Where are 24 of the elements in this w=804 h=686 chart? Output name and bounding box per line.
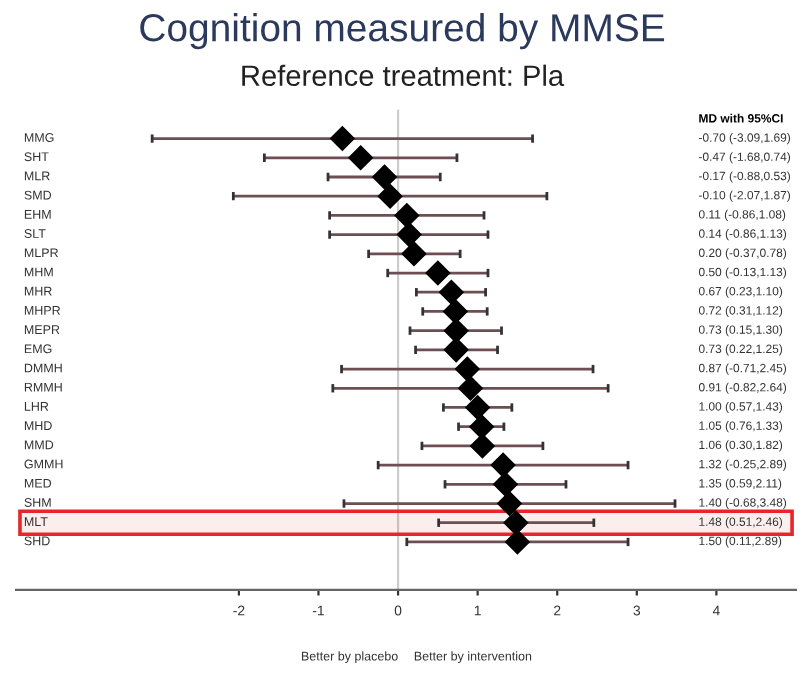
point xyxy=(465,395,490,420)
point xyxy=(505,529,530,555)
point xyxy=(470,433,495,459)
point xyxy=(372,164,397,190)
point xyxy=(443,337,469,363)
point xyxy=(401,241,427,267)
point xyxy=(469,414,494,439)
point xyxy=(458,376,483,401)
point xyxy=(348,145,373,170)
point xyxy=(455,356,480,382)
chart-subtitle: Reference treatment: Pla xyxy=(242,64,565,87)
point xyxy=(497,491,522,516)
point xyxy=(397,222,422,247)
point xyxy=(490,452,516,478)
point xyxy=(330,126,355,151)
point xyxy=(443,299,468,324)
point xyxy=(493,472,518,497)
point xyxy=(443,318,469,343)
point xyxy=(425,260,451,286)
chart-title: Cognition measured by MMSE xyxy=(140,12,665,50)
point xyxy=(503,510,529,535)
point xyxy=(439,280,464,305)
point xyxy=(377,184,403,209)
point xyxy=(394,203,420,228)
